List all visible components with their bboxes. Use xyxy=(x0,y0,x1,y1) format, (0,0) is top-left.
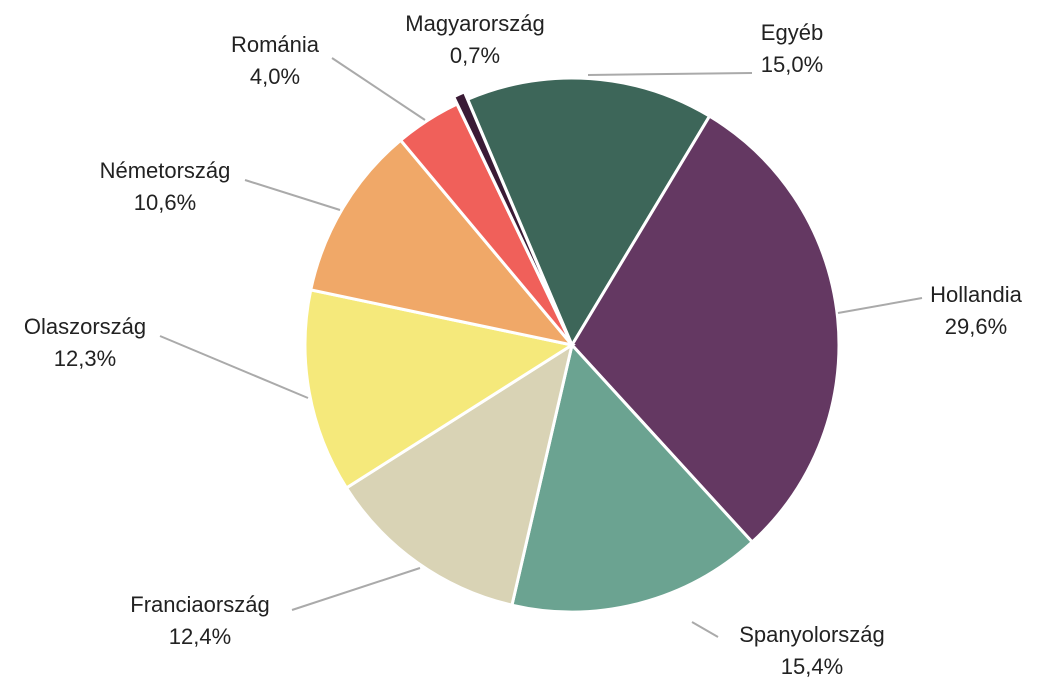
slice-label: Franciaország xyxy=(130,592,269,617)
slice-value-label: 12,4% xyxy=(169,624,231,649)
slice-value-label: 15,0% xyxy=(761,52,823,77)
slice-value-label: 29,6% xyxy=(945,314,1007,339)
slice-value-label: 0,7% xyxy=(450,43,500,68)
slice-label: Olaszország xyxy=(24,314,146,339)
leader-line xyxy=(331,57,426,121)
slice-value-label: 15,4% xyxy=(781,654,843,677)
pie-slice xyxy=(303,288,576,490)
slice-value-label: 10,6% xyxy=(134,190,196,215)
leader-line xyxy=(244,179,341,211)
pie-slice xyxy=(451,89,571,339)
leader-line xyxy=(587,72,753,76)
slice-value-label: 12,3% xyxy=(54,346,116,371)
pie-slice xyxy=(465,76,712,349)
pie-slice xyxy=(308,138,576,348)
leader-line xyxy=(291,567,421,611)
slice-label: Egyéb xyxy=(761,20,823,45)
slice-label: Spanyolország xyxy=(739,622,885,647)
leader-line xyxy=(837,297,923,314)
slice-value-label: 4,0% xyxy=(250,64,300,89)
pie-slice xyxy=(570,114,841,545)
slice-label: Hollandia xyxy=(930,282,1022,307)
slice-label: Románia xyxy=(231,32,320,57)
slice-label: Magyarország xyxy=(405,11,544,36)
leader-line xyxy=(691,621,719,638)
slice-label: Németország xyxy=(100,158,231,183)
pie-slice xyxy=(344,341,575,607)
leader-line xyxy=(159,335,309,399)
pie-slice xyxy=(510,341,755,614)
